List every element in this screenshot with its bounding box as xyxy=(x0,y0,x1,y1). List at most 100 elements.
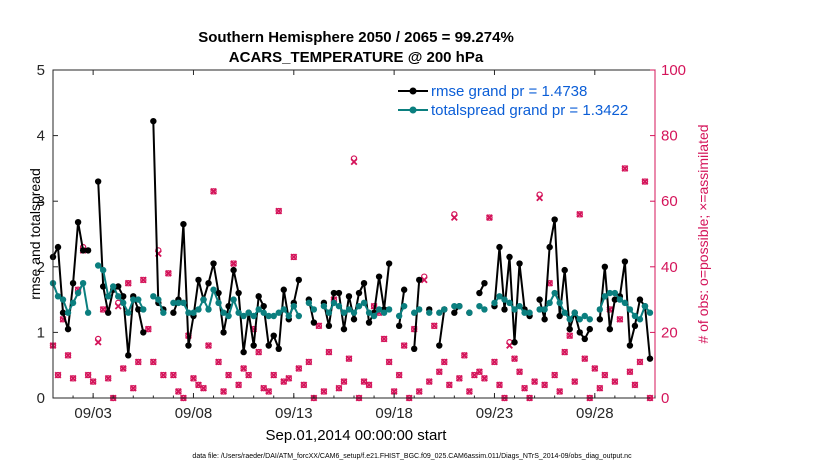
x-tick-label: 09/18 xyxy=(375,405,413,422)
obs-assimilated-point xyxy=(210,187,217,195)
obs-possible-point xyxy=(481,375,488,382)
obs-assimilated-point xyxy=(511,355,518,363)
obs-assimilated-point xyxy=(616,315,624,323)
totalspread-point xyxy=(195,306,202,313)
totalspread-point xyxy=(135,296,142,303)
rmse-point xyxy=(496,243,503,251)
obs-possible-point xyxy=(335,384,343,392)
obs-possible-point xyxy=(260,384,267,392)
totalspread-point xyxy=(616,296,624,303)
obs-possible-point xyxy=(130,384,137,392)
obs-assimilated-point xyxy=(260,384,268,392)
totalspread-point xyxy=(436,309,443,316)
rmse-point xyxy=(646,355,654,362)
totalspread-point xyxy=(305,299,313,307)
obs-assimilated-point xyxy=(195,381,202,389)
obs-assimilated-point xyxy=(465,388,473,395)
totalspread-point xyxy=(64,309,72,316)
totalspread-point xyxy=(115,293,122,300)
totalspread-point xyxy=(416,306,423,313)
obs-assimilated-point xyxy=(450,214,458,222)
totalspread-point xyxy=(255,306,262,313)
obs-assimilated-point xyxy=(240,365,248,372)
x-tick-label: 09/28 xyxy=(576,405,614,422)
totalspread-point xyxy=(160,309,167,316)
rmse-point xyxy=(84,247,92,254)
obs-possible-point xyxy=(516,368,523,375)
obs-assimilated-point xyxy=(420,276,428,284)
totalspread-point xyxy=(355,302,363,310)
obs-possible-point xyxy=(380,335,388,343)
obs-assimilated-point xyxy=(220,388,228,395)
totalspread-point xyxy=(140,306,147,313)
rmse-point xyxy=(385,260,393,267)
obs-assimilated-point xyxy=(581,355,589,363)
obs-possible-point xyxy=(215,358,222,366)
totalspread-point xyxy=(200,296,207,303)
obs-possible-point xyxy=(360,378,368,385)
totalspread-point xyxy=(536,306,543,313)
obs-assimilated-point xyxy=(124,279,132,287)
totalspread-point xyxy=(225,312,232,320)
totalspread-point xyxy=(516,302,523,310)
totalspread-point xyxy=(641,302,649,310)
totalspread-point xyxy=(541,306,548,313)
obs-possible-point xyxy=(255,348,262,356)
obs-possible-point xyxy=(69,375,77,382)
rmse-point xyxy=(631,322,639,330)
obs-assimilated-point xyxy=(94,338,102,346)
totalspread-point xyxy=(606,289,614,297)
rmse-point xyxy=(360,280,368,287)
obs-assimilated-point xyxy=(561,348,569,356)
obs-assimilated-point xyxy=(89,378,97,386)
totalspread-point xyxy=(501,296,508,303)
totalspread-point xyxy=(511,306,518,313)
obs-possible-point xyxy=(200,384,207,392)
obs-assimilated-point xyxy=(486,214,493,222)
rmse-point xyxy=(120,293,127,300)
obs-assimilated-point xyxy=(395,371,403,379)
y2-tick-label: 80 xyxy=(661,128,678,145)
totalspread-point xyxy=(571,309,578,316)
rmse-point xyxy=(94,178,102,185)
rmse-point xyxy=(601,263,609,270)
obs-possible-point xyxy=(265,388,272,395)
totalspread-point xyxy=(496,293,503,300)
rmse-point xyxy=(270,332,277,339)
legend: rmse grand pr = 1.4738 totalspread grand… xyxy=(392,82,646,122)
chart-title: Southern Hemisphere 2050 / 2065 = 99.274… xyxy=(198,29,514,46)
obs-possible-point xyxy=(145,325,152,333)
totalspread-point xyxy=(601,293,609,300)
obs-possible-point xyxy=(104,375,112,382)
obs-possible-point xyxy=(591,365,599,372)
rmse-point xyxy=(511,339,518,346)
obs-possible-point xyxy=(295,365,303,372)
obs-assimilated-point xyxy=(566,332,574,340)
totalspread-point xyxy=(546,299,553,307)
obs-possible-point xyxy=(230,260,237,267)
obs-possible-point xyxy=(556,388,563,395)
obs-assimilated-point xyxy=(531,378,539,386)
obs-assimilated-point xyxy=(280,378,288,386)
obs-possible-point xyxy=(561,348,568,356)
obs-assimilated-point xyxy=(415,388,423,395)
rmse-point xyxy=(195,276,202,284)
totalspread-point xyxy=(59,296,67,303)
rmse-point xyxy=(275,345,282,352)
rmse-point xyxy=(395,322,403,330)
obs-assimilated-point xyxy=(275,207,283,215)
totalspread-point xyxy=(586,316,593,323)
rmse-line xyxy=(97,181,145,356)
totalspread-point xyxy=(345,306,353,313)
totalspread-point xyxy=(54,293,62,300)
obs-possible-point xyxy=(120,365,127,372)
rmse-point xyxy=(79,247,87,254)
totalspread-point xyxy=(150,293,157,300)
obs-possible-point xyxy=(275,207,282,215)
rmse-point xyxy=(536,296,543,303)
totalspread-point xyxy=(99,266,107,274)
obs-possible-point xyxy=(300,381,308,389)
y2-tick-label: 60 xyxy=(661,193,678,210)
rmse-point xyxy=(365,319,373,326)
totalspread-point xyxy=(556,299,563,307)
